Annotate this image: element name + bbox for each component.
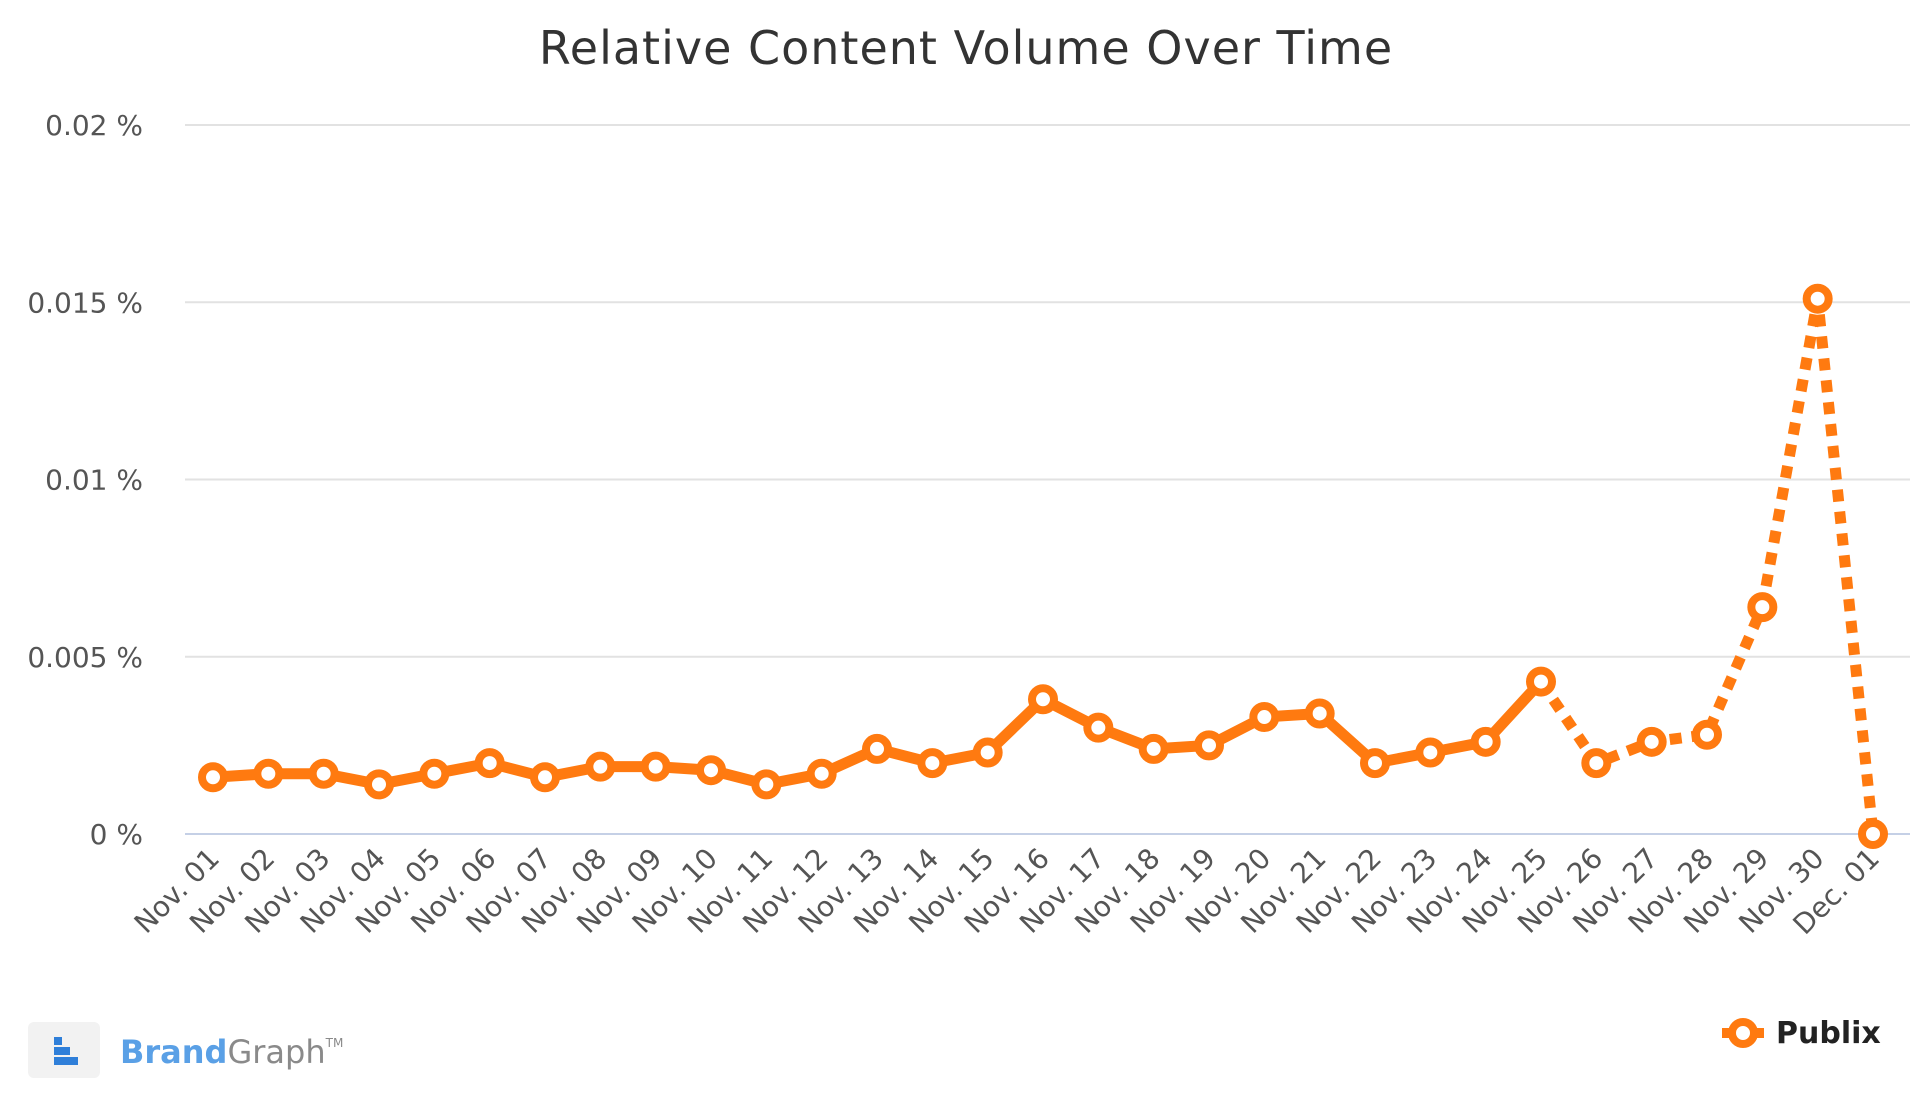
logo-bar-1 (54, 1037, 62, 1045)
data-point[interactable] (1083, 712, 1114, 743)
data-point[interactable] (917, 748, 948, 779)
data-point[interactable] (1028, 684, 1058, 715)
brand-word-b: Graph (227, 1033, 325, 1071)
data-point[interactable] (862, 733, 892, 764)
brand-name: BrandGraphTM (120, 1033, 343, 1071)
data-point[interactable] (530, 762, 560, 793)
data-point[interactable] (1636, 726, 1667, 757)
data-point[interactable] (1581, 748, 1612, 779)
data-point[interactable] (474, 748, 505, 779)
y-tick-label: 0 % (90, 818, 143, 851)
data-point[interactable] (253, 758, 284, 789)
data-point[interactable] (1194, 730, 1224, 761)
series-lines (212, 297, 1879, 835)
y-tick-label: 0.005 % (27, 641, 143, 674)
data-point[interactable] (640, 751, 671, 782)
brand-tm: TM (325, 1036, 344, 1050)
legend-label: Publix (1776, 1016, 1881, 1051)
chart-title: Relative Content Volume Over Time (539, 21, 1393, 75)
data-point[interactable] (1747, 592, 1778, 623)
data-point[interactable] (751, 769, 782, 800)
data-point[interactable] (1415, 737, 1446, 768)
y-axis-ticks: 0 % 0.005 % 0.01 % 0.015 % 0.02 % (27, 109, 143, 851)
data-point[interactable] (1470, 726, 1501, 757)
grid-lines (185, 124, 1910, 835)
data-point[interactable] (1802, 283, 1833, 314)
data-point[interactable] (696, 755, 726, 786)
logo-bar-3 (54, 1057, 78, 1065)
legend[interactable]: Publix (1722, 1016, 1881, 1051)
series-points (198, 283, 1888, 849)
data-point[interactable] (972, 737, 1003, 768)
logo-bar-2 (54, 1047, 70, 1055)
y-tick-label: 0.015 % (27, 286, 143, 319)
data-point[interactable] (1360, 748, 1390, 779)
data-point[interactable] (1858, 819, 1888, 849)
data-point[interactable] (198, 762, 228, 793)
brand-word-a: Brand (120, 1033, 227, 1071)
data-point[interactable] (1249, 702, 1280, 733)
brandgraph-logo: BrandGraphTM (28, 1022, 343, 1078)
data-point[interactable] (585, 751, 616, 782)
y-tick-label: 0.02 % (45, 109, 143, 142)
data-point[interactable] (806, 758, 837, 789)
legend-marker-icon (1728, 1018, 1758, 1048)
data-point[interactable] (1138, 733, 1169, 764)
data-point[interactable] (1526, 666, 1556, 697)
data-point[interactable] (1692, 719, 1722, 750)
y-tick-label: 0.01 % (45, 464, 143, 497)
data-point[interactable] (419, 758, 450, 789)
data-point[interactable] (1304, 698, 1335, 729)
data-point[interactable] (364, 769, 394, 800)
series-line-solid (212, 677, 1546, 790)
data-point[interactable] (308, 758, 339, 789)
